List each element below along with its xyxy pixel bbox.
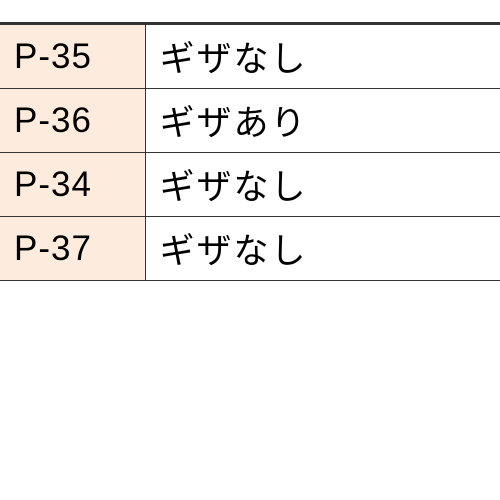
table-row: P-35 ギザなし [0,24,500,89]
description-cell: ギザあり [145,89,500,153]
code-cell: P-36 [0,89,145,153]
spec-table-container: P-35 ギザなし P-36 ギザあり P-34 ギザなし P-37 ギザなし [0,0,500,281]
description-cell: ギザなし [145,153,500,217]
table-row: P-34 ギザなし [0,153,500,217]
spec-table: P-35 ギザなし P-36 ギザあり P-34 ギザなし P-37 ギザなし [0,22,500,281]
description-cell: ギザなし [145,217,500,281]
table-row: P-37 ギザなし [0,217,500,281]
code-cell: P-34 [0,153,145,217]
description-cell: ギザなし [145,24,500,89]
code-cell: P-35 [0,24,145,89]
table-row: P-36 ギザあり [0,89,500,153]
code-cell: P-37 [0,217,145,281]
